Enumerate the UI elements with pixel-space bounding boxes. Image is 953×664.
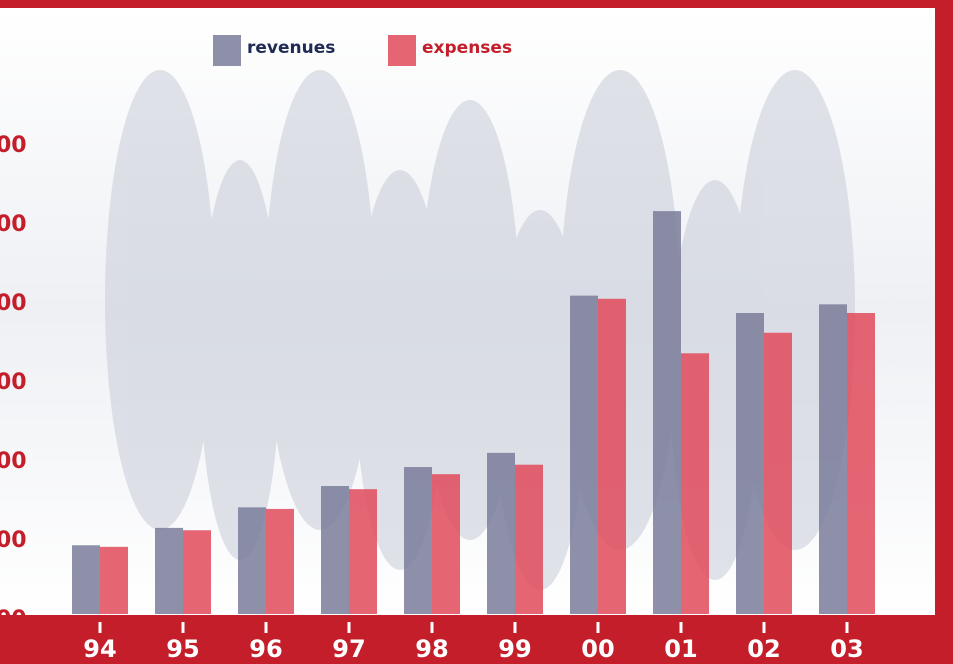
bar <box>736 313 764 614</box>
bar <box>72 545 100 614</box>
y-tick-label: 00 <box>0 528 27 553</box>
chart: 00 00 00 00 00 00 00 94 95 96 97 98 99 00 01 02 03 revenu… <box>0 0 953 664</box>
x-tick-label: 03 <box>830 635 863 663</box>
y-tick-label: 00 <box>0 607 27 632</box>
bar <box>515 465 543 614</box>
bar <box>266 509 294 614</box>
legend-label: revenues <box>247 38 335 58</box>
y-tick-label: 00 <box>0 370 27 395</box>
bar <box>570 296 598 614</box>
bar <box>764 333 792 614</box>
bar <box>404 467 432 614</box>
y-tick-label: 00 <box>0 291 27 316</box>
legend-label: expenses <box>422 38 512 58</box>
x-tick-label: 95 <box>166 635 199 663</box>
bar <box>847 313 875 614</box>
x-tick-label: 94 <box>83 635 116 663</box>
x-tick-label: 01 <box>664 635 697 663</box>
x-tick-label: 00 <box>581 635 614 663</box>
y-tick-label: 00 <box>0 449 27 474</box>
bar <box>321 486 349 614</box>
bar <box>100 547 128 614</box>
bar <box>183 530 211 614</box>
x-tick-label: 02 <box>747 635 780 663</box>
x-tick-label: 98 <box>415 635 448 663</box>
x-tick-label: 99 <box>498 635 531 663</box>
bar <box>349 489 377 614</box>
legend-swatch <box>388 35 416 66</box>
bar <box>653 211 681 614</box>
bar <box>238 507 266 614</box>
bar <box>598 299 626 614</box>
x-tick-label: 97 <box>332 635 365 663</box>
bar <box>432 474 460 614</box>
y-tick-label: 00 <box>0 133 27 158</box>
bar <box>819 304 847 614</box>
bar <box>155 528 183 614</box>
bar <box>487 453 515 614</box>
y-tick-label: 00 <box>0 212 27 237</box>
x-tick-label: 96 <box>249 635 282 663</box>
bar <box>681 353 709 614</box>
legend-swatch <box>213 35 241 66</box>
